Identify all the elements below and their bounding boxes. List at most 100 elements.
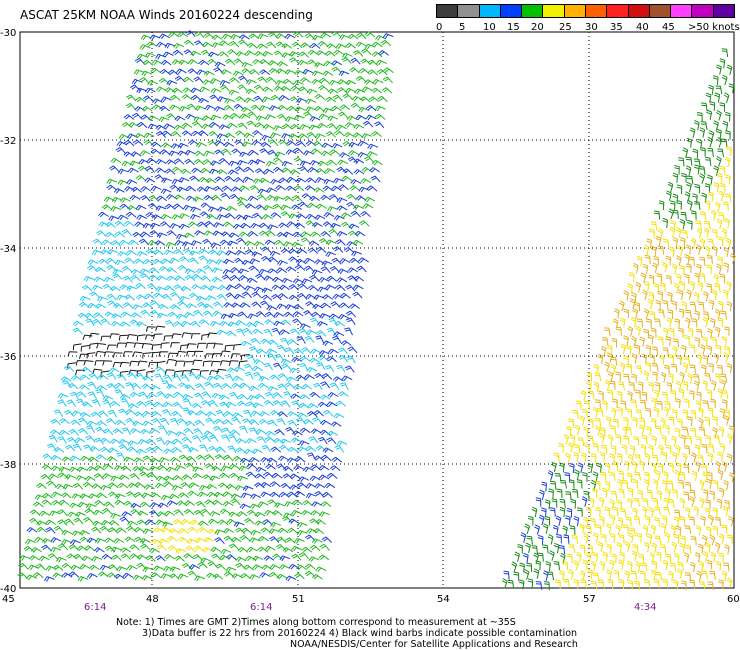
wind-barb <box>96 230 107 237</box>
wind-barb <box>272 166 284 173</box>
wind-barb <box>127 520 138 527</box>
wind-barb <box>563 534 570 544</box>
wind-barb <box>91 556 103 562</box>
wind-barb <box>105 232 116 238</box>
wind-barb <box>127 446 138 453</box>
wind-barb <box>86 573 98 579</box>
wind-barb <box>191 167 202 174</box>
wind-barb <box>636 318 644 328</box>
wind-barb <box>329 382 340 390</box>
wind-barb <box>583 443 590 453</box>
wind-barb <box>619 317 626 328</box>
wind-barb <box>257 33 269 40</box>
wind-barb <box>310 231 322 238</box>
wind-barb <box>264 391 275 399</box>
wind-barb <box>518 579 525 590</box>
wind-barb <box>275 184 286 191</box>
wind-barb <box>79 411 91 418</box>
wind-barb <box>318 85 329 92</box>
wind-barb <box>74 437 86 443</box>
wind-barb <box>635 409 643 419</box>
wind-barb <box>544 515 551 526</box>
wind-barb <box>166 466 177 473</box>
wind-barb <box>153 527 165 533</box>
wind-barb <box>192 466 204 473</box>
wind-barb <box>267 386 279 392</box>
wind-barb <box>645 318 652 328</box>
wind-barb <box>127 167 139 174</box>
wind-barb <box>194 575 206 582</box>
wind-barb <box>664 532 671 543</box>
wind-barb <box>332 94 343 102</box>
note-line-3: NOAA/NESDIS/Center for Satellite Applica… <box>290 639 578 650</box>
wind-barb <box>696 570 703 582</box>
wind-barb <box>579 415 585 426</box>
wind-barb <box>653 389 660 401</box>
wind-barb <box>721 48 729 58</box>
wind-barb <box>674 427 680 438</box>
wind-barb <box>682 147 689 158</box>
wind-barb <box>220 69 232 75</box>
wind-barb <box>340 340 352 346</box>
wind-barb <box>114 493 126 500</box>
wind-barb <box>380 39 392 47</box>
wind-barb <box>168 31 180 38</box>
wind-barb <box>326 275 338 282</box>
wind-barb <box>609 380 616 390</box>
wind-barb <box>298 476 310 483</box>
wind-barb <box>587 568 593 579</box>
wind-barb <box>130 268 142 275</box>
wind-barb <box>599 516 605 527</box>
wind-barb <box>293 538 305 544</box>
wind-barb <box>137 510 149 517</box>
wind-barb <box>141 105 153 112</box>
wind-barb <box>275 80 286 86</box>
wind-barb <box>318 554 330 561</box>
scale-tick-label: 40 <box>636 22 649 33</box>
wind-barb <box>593 381 600 392</box>
wind-barb <box>214 61 226 68</box>
wind-barb <box>655 551 662 562</box>
wind-barb <box>674 469 681 481</box>
wind-barb <box>311 501 323 507</box>
wind-barb <box>133 457 145 463</box>
wind-barb <box>678 157 685 167</box>
wind-barb <box>592 551 599 562</box>
wind-barb <box>661 262 668 273</box>
wind-barb <box>36 526 48 533</box>
wind-barb <box>227 169 239 176</box>
wind-barb <box>263 168 275 175</box>
wind-barb <box>215 446 227 453</box>
wind-barb <box>175 233 187 240</box>
wind-barb <box>243 363 254 371</box>
wind-barb <box>140 543 151 551</box>
wind-barb <box>311 70 323 77</box>
wind-barb <box>123 220 135 227</box>
wind-barb <box>590 560 597 572</box>
wind-barb <box>321 260 333 267</box>
wind-barb <box>318 464 330 471</box>
wind-barb <box>262 519 273 526</box>
pass-time-label: 6:14 <box>84 602 106 613</box>
wind-barb <box>331 30 342 38</box>
wind-barb <box>309 475 321 482</box>
wind-barb <box>698 560 705 572</box>
wind-barb <box>306 131 317 139</box>
wind-barb <box>707 328 713 339</box>
wind-barb <box>679 497 686 509</box>
wind-barb <box>259 69 271 75</box>
wind-barb <box>87 259 99 266</box>
wind-barb <box>322 491 333 498</box>
wind-barb <box>679 281 685 291</box>
wind-barb <box>597 353 604 364</box>
wind-barb <box>688 516 695 526</box>
wind-barb <box>652 497 659 508</box>
wind-barb <box>724 499 730 510</box>
wind-barb <box>110 321 122 327</box>
wind-barb <box>208 434 219 443</box>
wind-barb <box>364 79 375 85</box>
wind-barb <box>89 445 101 452</box>
wind-barb <box>97 296 108 302</box>
wind-barb <box>161 130 173 137</box>
wind-barb <box>129 160 141 167</box>
